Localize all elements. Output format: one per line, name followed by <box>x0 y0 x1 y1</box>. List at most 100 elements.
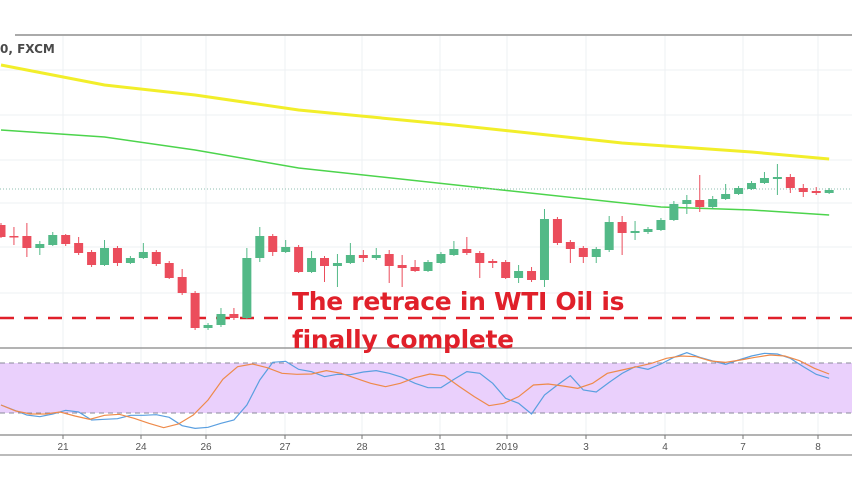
candle-body <box>475 253 485 263</box>
candle-body <box>125 258 135 263</box>
candle <box>9 227 19 245</box>
candle-body <box>578 248 588 257</box>
candle <box>358 250 368 262</box>
candle <box>0 223 6 238</box>
candle-body <box>759 178 769 183</box>
candle-body <box>242 258 252 318</box>
candle-body <box>74 243 84 253</box>
candle <box>255 227 265 262</box>
candle-body <box>294 247 304 272</box>
candle-body <box>190 293 200 328</box>
candle-body <box>138 252 148 258</box>
candle-body <box>345 255 355 263</box>
time-axis[interactable]: 21 24 26 27 28 31 2019 3 4 7 8 <box>57 435 821 453</box>
stochastic-band-fill <box>0 363 852 413</box>
candles <box>0 164 834 330</box>
candle-body <box>695 200 705 207</box>
candle-body <box>35 244 45 248</box>
candle <box>747 181 757 190</box>
candle <box>824 188 834 194</box>
moving-averages <box>0 63 830 216</box>
candle-body <box>320 258 329 266</box>
tick-label: 8 <box>815 442 821 453</box>
tick-label: 7 <box>740 442 746 453</box>
candle-body <box>811 191 821 193</box>
candle <box>100 240 110 266</box>
candle <box>682 195 692 214</box>
candle <box>216 308 226 327</box>
candle <box>475 251 485 278</box>
candle-body <box>112 248 122 263</box>
candle <box>759 172 769 184</box>
tick-label: 2019 <box>496 442 519 453</box>
candle-body <box>229 314 239 318</box>
tick-label: 21 <box>57 442 69 453</box>
annotation-line-2: finally complete <box>292 325 514 354</box>
candle <box>74 237 84 255</box>
candle <box>423 260 433 272</box>
candle <box>604 216 614 252</box>
candle-body <box>410 267 420 271</box>
candle-body <box>643 229 653 232</box>
candle-body <box>591 249 601 257</box>
candle <box>48 232 58 246</box>
candle-body <box>501 262 511 278</box>
candle-body <box>0 225 6 237</box>
candle-body <box>539 219 549 280</box>
stochastic-lines <box>0 352 830 429</box>
candle <box>669 201 679 221</box>
candle-body <box>656 220 666 230</box>
candle <box>112 246 122 266</box>
candle <box>397 255 407 287</box>
candle-body <box>708 199 718 207</box>
candle <box>384 250 394 283</box>
candle <box>721 184 731 200</box>
candle-body <box>100 248 110 265</box>
stochastic-d-line <box>0 354 830 429</box>
candle-body <box>255 236 265 258</box>
candle <box>811 187 821 195</box>
fast-moving-average-line <box>0 129 830 216</box>
tick-label: 27 <box>279 442 291 453</box>
candle <box>87 250 97 267</box>
candle-body <box>87 252 97 265</box>
candle-body <box>669 204 679 220</box>
candle <box>229 308 239 320</box>
candle <box>488 259 498 268</box>
candle <box>630 221 640 240</box>
candle <box>591 247 601 263</box>
candle <box>527 267 537 282</box>
candle <box>35 241 45 255</box>
candle-body <box>514 271 524 278</box>
candle <box>462 237 472 255</box>
stochastic-k-line <box>0 352 830 429</box>
candle <box>565 240 575 263</box>
candle-body <box>9 236 19 238</box>
candle-body <box>617 222 627 233</box>
symbol-label: 0, FXCM <box>0 42 55 56</box>
candle-body <box>61 235 71 244</box>
candle <box>449 241 459 256</box>
candle <box>772 164 782 195</box>
slow-moving-average-line <box>0 63 830 161</box>
candle-body <box>164 263 174 278</box>
candle <box>268 234 278 256</box>
candle <box>734 186 744 195</box>
candle-body <box>332 263 342 266</box>
tick-label: 4 <box>662 442 668 453</box>
candle <box>539 209 549 287</box>
candle <box>552 217 562 245</box>
candle <box>708 196 718 209</box>
candle <box>281 240 291 253</box>
candle <box>643 227 653 234</box>
candle-body <box>798 188 808 192</box>
candle <box>656 218 666 231</box>
candle <box>578 246 588 263</box>
candle <box>242 248 252 319</box>
candle <box>22 223 32 257</box>
candle-body <box>216 314 226 325</box>
price-levels <box>0 188 852 320</box>
candle <box>307 251 317 273</box>
candle-body <box>384 254 394 266</box>
candle <box>785 174 795 193</box>
